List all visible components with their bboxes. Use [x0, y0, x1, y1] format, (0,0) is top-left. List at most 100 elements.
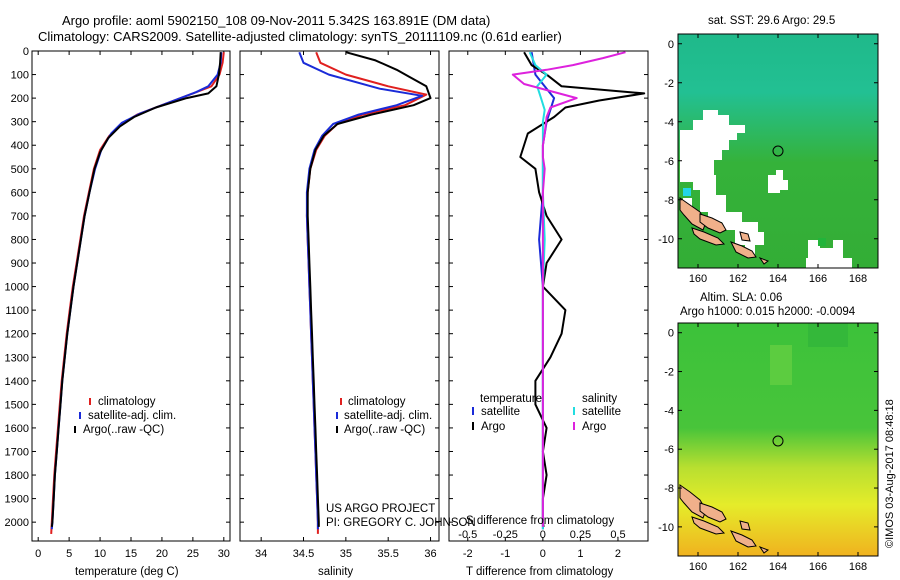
map-y-tick-label: -4 — [664, 405, 674, 417]
sla-map-subtitle: Argo h1000: 0.015 h2000: -0.0094 — [680, 306, 856, 318]
x-tick-label: 1 — [577, 548, 583, 560]
y-tick-label: 400 — [11, 140, 29, 152]
salinity-legend: climatology satellite-adj. clim. Argo(..… — [336, 396, 432, 436]
series-s-argo-line — [511, 51, 626, 527]
y-tick-label: 100 — [11, 70, 29, 82]
map-x-tick-label: 166 — [809, 273, 827, 285]
map-x-tick-label: 164 — [769, 561, 787, 573]
map-y-tick-label: 0 — [668, 328, 674, 340]
map-y-tick-label: -8 — [664, 483, 674, 495]
x-tick-label: 34 — [255, 548, 267, 560]
legend-satellite-label: satellite-adj. clim. — [88, 410, 176, 422]
salinity-plot: 34 34.5 35 35.5 36 — [240, 50, 439, 560]
x-tick-label: 0 — [35, 548, 41, 560]
legend-satellite-label: satellite-adj. clim. — [344, 410, 432, 422]
y-tick-label: 600 — [11, 187, 29, 199]
y-tick-label: 1600 — [5, 423, 29, 435]
y-tick-label: 900 — [11, 258, 29, 270]
map-x-tick-label: 168 — [849, 273, 867, 285]
x-tick-label: 5 — [66, 548, 72, 560]
x-tick-label: 20 — [156, 548, 168, 560]
temperature-axis-label: temperature (deg C) — [75, 566, 179, 578]
x2-tick-label: 0 — [540, 529, 546, 541]
s-difference-axis-label: S difference from climatology — [466, 515, 614, 527]
figure-title-line2: Climatology: CARS2009. Satellite-adjuste… — [38, 29, 562, 44]
sst-float-marker — [772, 145, 784, 157]
map-y-tick-label: -6 — [664, 156, 674, 168]
y-tick-label: 300 — [11, 117, 29, 129]
x-tick-label: -1 — [500, 548, 510, 560]
y-tick-label: 200 — [11, 93, 29, 105]
series-satellite-line — [50, 52, 223, 530]
sst-map-axes: 160 162 164 166 168 0 -2 -4 -6 -8 -10 — [658, 34, 878, 285]
legend-climatology-label: climatology — [348, 396, 406, 408]
x-tick-label: 10 — [94, 548, 106, 560]
x2-tick-label: 0.5 — [610, 529, 625, 541]
map-x-tick-label: 166 — [809, 561, 827, 573]
x-tick-label: 34.5 — [293, 548, 314, 560]
legend-t-satellite-label: satellite — [481, 406, 520, 418]
y-tick-label: 1800 — [5, 470, 29, 482]
x2-tick-label: -0.25 — [493, 529, 518, 541]
sst-map-title: sat. SST: 29.6 Argo: 29.5 — [708, 15, 835, 27]
map-y-tick-label: -10 — [658, 234, 674, 246]
difference-plot-frame — [448, 50, 649, 542]
y-tick-label: 800 — [11, 234, 29, 246]
y-tick-label: 1300 — [5, 352, 29, 364]
map-x-tick-label: 164 — [769, 273, 787, 285]
legend-s-argo-label: Argo — [582, 421, 606, 433]
sla-map: Altim. SLA: 0.06 Argo h1000: 0.015 h2000… — [658, 292, 879, 573]
y-tick-label: 1000 — [5, 282, 29, 294]
x2-tick-label: 0.25 — [570, 529, 591, 541]
x-tick-label: 25 — [187, 548, 199, 560]
y-tick-label: 500 — [11, 164, 29, 176]
y-tick-label: 1200 — [5, 329, 29, 341]
map-x-tick-label: 168 — [849, 561, 867, 573]
legend-argo-label: Argo(..raw -QC) — [344, 424, 425, 436]
x-tick-label: 15 — [125, 548, 137, 560]
legend-temperature-heading: temperature — [480, 393, 542, 405]
map-y-tick-label: -4 — [664, 117, 674, 129]
sla-float-marker — [772, 435, 784, 447]
map-x-tick-label: 160 — [689, 561, 707, 573]
x-tick-label: 30 — [218, 548, 230, 560]
difference-legend: temperature satellite Argo salinity sate… — [472, 393, 621, 433]
map-y-tick-label: 0 — [668, 39, 674, 51]
map-y-tick-label: -10 — [658, 522, 674, 534]
series-climatology-line — [305, 51, 428, 534]
x-tick-label: 35.5 — [377, 548, 398, 560]
sst-map: sat. SST: 29.6 Argo: 29.5 160 162 164 1 — [658, 15, 879, 285]
y-tick-label: 1900 — [5, 494, 29, 506]
sla-coastline — [679, 484, 770, 554]
series-climatology-line — [50, 52, 225, 534]
map-x-tick-label: 162 — [729, 561, 747, 573]
temperature-legend: climatology satellite-adj. clim. Argo(..… — [74, 396, 176, 436]
y-tick-label: 1500 — [5, 399, 29, 411]
legend-s-satellite-label: satellite — [582, 406, 621, 418]
sla-anomaly-patch — [808, 323, 848, 347]
sst-warm-pixel — [683, 188, 691, 196]
y-tick-label: 2000 — [5, 517, 29, 529]
y-tick-label: 1100 — [5, 305, 29, 317]
y-tick-label: 1400 — [5, 376, 29, 388]
salinity-plot-frame — [239, 50, 440, 542]
series-argo-line — [50, 52, 222, 528]
y-tick-label: 0 — [23, 46, 29, 58]
map-y-tick-label: -2 — [664, 367, 674, 379]
x2-tick-label: -0.5 — [458, 529, 477, 541]
t-difference-axis-label: T difference from climatology — [466, 566, 613, 578]
series-satellite-line — [298, 51, 424, 530]
x-tick-label: 2 — [615, 548, 621, 560]
legend-t-argo-label: Argo — [481, 421, 505, 433]
credit-pi: PI: GREGORY C. JOHNSON — [326, 517, 476, 529]
map-y-tick-label: -8 — [664, 195, 674, 207]
map-y-tick-label: -6 — [664, 444, 674, 456]
map-x-tick-label: 162 — [729, 273, 747, 285]
sst-coastline — [679, 197, 770, 265]
series-t-argo-line — [519, 51, 646, 528]
difference-plot: -2 -1 0 1 2 -0.5 -0.25 0 0.25 0.5 — [449, 50, 648, 560]
sla-anomaly-patch — [770, 345, 792, 385]
map-y-tick-label: -2 — [664, 78, 674, 90]
legend-climatology-label: climatology — [98, 396, 156, 408]
